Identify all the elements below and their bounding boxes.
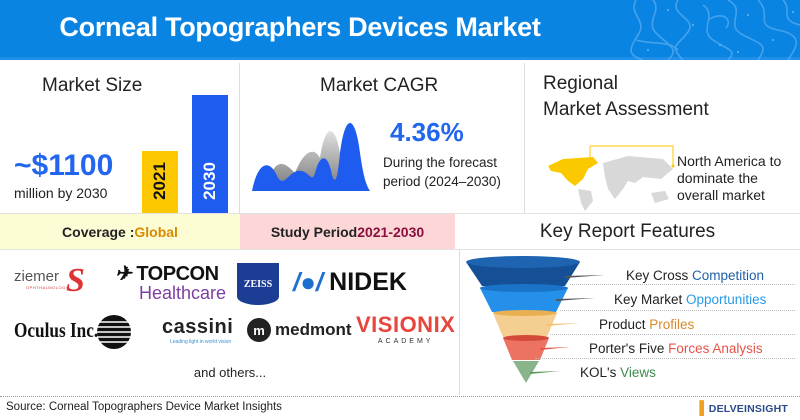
divider <box>570 284 795 285</box>
feature-highlight: Profiles <box>649 317 695 332</box>
funnel-icon <box>466 256 605 383</box>
feature-highlight: Opportunities <box>686 292 767 307</box>
regional-text-line1: North America to <box>677 153 782 169</box>
market-size-value: ~$1100 <box>14 149 114 182</box>
logo-ziemer: ziemer OPHTHALMOLOGY <box>14 268 69 290</box>
market-size-subtitle: million by 2030 <box>14 185 108 201</box>
feature-highlight: Forces Analysis <box>668 341 763 356</box>
bar-2030: 2030 <box>192 95 228 213</box>
coverage-value: Global <box>134 223 178 240</box>
topcon-text: ✈ TOPCON <box>115 263 219 285</box>
medmont-icon: m <box>247 318 271 342</box>
key-features-title: Key Report Features <box>455 213 800 250</box>
feature-prefix: Key Market <box>614 292 687 307</box>
regional-text-line3: overall market <box>677 187 765 203</box>
cagr-value: 4.36% <box>390 117 464 147</box>
decorative-pattern <box>608 0 800 60</box>
brand-text: DELVEINSIGHT <box>708 403 788 415</box>
medmont-text: medmont <box>275 320 352 339</box>
study-period-strip: Study Period 2021-2030 <box>240 213 455 250</box>
feature-opportunities: Key Market Opportunities <box>614 292 766 307</box>
feature-competition: Key Cross Competition <box>626 268 764 283</box>
regional-text-line2: dominate the <box>677 170 758 186</box>
logo-zeiss: ZEISS <box>237 263 279 305</box>
divider <box>550 334 795 335</box>
market-size-panel: Market Size ~$1100 million by 2030 2021 … <box>0 63 240 213</box>
oculus-text: Oculus Inc. <box>14 318 99 342</box>
nidek-mark-icon: /●/ <box>293 267 324 297</box>
study-period-label: Study Period <box>270 223 358 240</box>
regional-title-line1: Regional <box>543 73 618 94</box>
world-map-icon <box>548 145 675 211</box>
zeiss-text: ZEISS <box>243 278 273 290</box>
visionix-sub: ACADEMY <box>377 338 434 345</box>
divider <box>560 310 795 311</box>
cassini-text: cassini <box>162 316 234 338</box>
regional-title: Regional Market Assessment <box>543 71 709 123</box>
logo-medmont: m medmont <box>247 318 352 342</box>
feature-prefix: Key Cross <box>626 268 693 283</box>
brand-logo: ▌DELVEINSIGHT <box>699 400 788 415</box>
key-features-funnel: Key Cross Competition Key Market Opportu… <box>460 250 800 395</box>
company-logos: ziemer OPHTHALMOLOGY S ✈ TOPCON Healthca… <box>0 250 460 395</box>
logo-nidek: /●/ NIDEK <box>293 267 407 298</box>
footer-divider <box>0 396 800 397</box>
oculus-globe-icon <box>97 315 131 349</box>
feature-kol: KOL's Views <box>580 365 656 380</box>
and-others-text: and others... <box>193 365 267 380</box>
topcon-label: TOPCON <box>136 263 219 285</box>
source-text: Source: Corneal Topographers Device Mark… <box>6 401 282 413</box>
logo-topcon: ✈ TOPCON Healthcare <box>115 261 226 304</box>
coverage-label: Coverage : <box>62 223 135 240</box>
header-banner: Corneal Topographers Devices Market <box>0 0 800 60</box>
regional-panel: Regional Market Assessment North America… <box>525 63 800 213</box>
feature-prefix: Porter's Five <box>589 341 669 356</box>
ziemer-sub: OPHTHALMOLOGY <box>26 285 69 290</box>
market-size-title: Market Size <box>42 75 143 96</box>
wave-chart-icon <box>252 123 370 191</box>
logo-oculus: Oculus Inc. <box>14 318 117 343</box>
bar-2021-label: 2021 <box>150 162 170 200</box>
logo-visionix: VISIONIX ACADEMY <box>356 312 455 345</box>
feature-highlight: Views <box>620 365 656 380</box>
visionix-text: VISIONIX <box>356 312 456 337</box>
coverage-strip: Coverage : Global <box>0 213 240 250</box>
feature-porters: Porter's Five Forces Analysis <box>589 341 763 356</box>
bar-2030-label: 2030 <box>200 162 220 200</box>
brand-d-icon: ▌ <box>699 400 709 415</box>
feature-highlight: Competition <box>692 268 765 283</box>
divider <box>535 358 795 359</box>
bar-2021: 2021 <box>142 151 178 213</box>
ziemer-text: ziemer <box>14 268 60 285</box>
cagr-description: During the forecast period (2024–2030) <box>383 153 501 191</box>
ziemer-s-icon: S <box>66 262 85 299</box>
nidek-text: NIDEK <box>329 268 407 296</box>
cagr-title: Market CAGR <box>320 75 439 96</box>
regional-description: North America to dominate the overall ma… <box>677 153 781 204</box>
page-title: Corneal Topographers Devices Market <box>59 12 541 42</box>
cagr-line2: period (2024–2030) <box>383 174 501 189</box>
cagr-line1: During the forecast <box>383 155 498 170</box>
study-period-value: 2021-2030 <box>357 223 425 240</box>
logo-cassini: cassini Leading light in world vision <box>148 316 233 345</box>
feature-profiles: Product Profiles <box>599 317 694 332</box>
regional-title-line2: Market Assessment <box>543 99 709 120</box>
feature-prefix: KOL's <box>580 365 621 380</box>
cagr-panel: Market CAGR 4.36% During the forecast pe… <box>240 63 525 213</box>
cassini-sub: Leading light in world vision <box>170 339 232 345</box>
topcon-sub: Healthcare <box>139 283 227 303</box>
feature-prefix: Product <box>599 317 650 332</box>
